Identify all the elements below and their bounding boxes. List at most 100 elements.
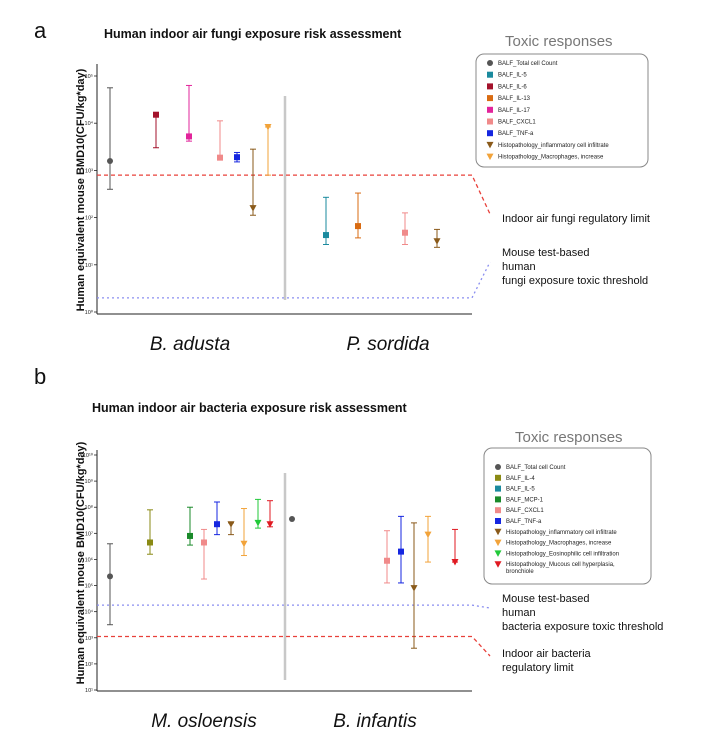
legend-marker (486, 153, 494, 161)
data-point (153, 111, 159, 149)
legend-label: Histopathology_Eosinophilic cell infiltr… (506, 551, 619, 557)
legend-label: BALF_CXCL1 (498, 120, 536, 126)
marker (107, 157, 113, 164)
panel-letter-b: b (34, 364, 46, 389)
legend-marker (495, 496, 501, 503)
marker (249, 205, 257, 212)
marker (201, 539, 207, 546)
y-tick-label: 10¹⁰ (83, 452, 94, 459)
marker (186, 133, 192, 140)
data-point (107, 87, 113, 190)
panel-a-ylabel: Human equivalent mouse BMD10(CFU/kg*day) (75, 68, 87, 311)
legend-label: BALF_IL-6 (498, 84, 527, 90)
data-point (289, 515, 295, 522)
reference-annotation: Mouse test-based human fungi exposure toxi… (502, 247, 648, 287)
y-tick-label: 10⁵ (85, 583, 93, 590)
panel-letter-a: a (34, 18, 47, 43)
marker (266, 521, 274, 528)
panel-a-legend-title: Toxic responses (505, 33, 613, 50)
reference-annotation: Indoor air fungi regulatory limit (502, 213, 650, 225)
data-point (266, 500, 274, 528)
panel-a: Human indoor air fungi exposure risk ass… (75, 27, 650, 355)
data-point (249, 148, 257, 216)
legend-marker (494, 528, 502, 536)
data-point (234, 151, 240, 163)
panel-b-legend-title: Toxic responses (515, 429, 623, 446)
legend-marker (487, 71, 493, 78)
marker (214, 521, 220, 528)
marker (398, 548, 404, 555)
y-tick-label: 10⁴ (85, 609, 94, 616)
data-point (227, 521, 235, 536)
y-tick-label: 10⁵ (85, 73, 93, 80)
marker (227, 521, 235, 528)
marker (355, 223, 361, 230)
data-point (402, 212, 408, 246)
legend-marker (487, 95, 493, 102)
legend-marker (495, 518, 501, 524)
data-point (201, 528, 207, 580)
marker (402, 229, 408, 236)
panel-a-category-1: B. adusta (150, 334, 230, 355)
legend-marker (495, 464, 501, 470)
y-tick-label: 10⁷ (85, 530, 93, 537)
panel-b-legend-box (483, 447, 652, 585)
data-point (410, 522, 418, 649)
legend-label: bronchiole (506, 569, 534, 575)
marker (240, 540, 248, 548)
legend-label: Histopathology_inflammatory cell infiltr… (506, 530, 617, 536)
legend-label: BALF_Total cell Count (506, 465, 566, 471)
data-point (398, 515, 404, 584)
reference-line (97, 604, 491, 609)
panel-b: Human indoor air bacteria exposure risk … (75, 401, 663, 732)
legend-label: BALF_IL-5 (498, 73, 527, 79)
marker (254, 519, 262, 527)
legend-marker (494, 561, 502, 568)
panel-b-ylabel: Human equivalent mouse BMD10(CFU/kg*day) (75, 441, 87, 684)
panel-a-legend-box (475, 53, 649, 168)
data-point (323, 196, 329, 246)
marker (234, 154, 240, 161)
y-tick-label: 10¹ (85, 688, 93, 694)
marker (289, 515, 295, 522)
marker (187, 532, 193, 539)
reference-line (97, 174, 491, 215)
legend-marker (495, 485, 501, 492)
data-point (186, 84, 192, 142)
legend-label: Histopathology_inflammatory cell infiltr… (498, 143, 609, 149)
marker (451, 559, 459, 566)
panel-b-category-2: B. infantis (333, 711, 417, 732)
data-point (254, 498, 262, 529)
legend-label: BALF_IL-17 (498, 108, 531, 114)
legend-label: Histopathology_Macrophages, increase (506, 541, 612, 547)
y-tick-label: 10⁰ (85, 309, 94, 316)
data-point (424, 515, 432, 563)
data-point (147, 509, 153, 555)
marker (433, 238, 441, 245)
legend-label: BALF_Total cell Count (498, 61, 558, 67)
legend-label: BALF_MCP-1 (506, 497, 544, 503)
legend-label: BALF_IL-13 (498, 96, 531, 102)
legend-marker (487, 106, 493, 113)
panel-b-title: Human indoor air bacteria exposure risk … (92, 401, 408, 415)
panel-b-category-1: M. osloensis (151, 711, 257, 732)
legend-label: BALF_TNF-a (498, 131, 534, 137)
y-tick-label: 10⁶ (85, 556, 93, 563)
y-tick-label: 10¹ (85, 263, 93, 269)
marker (384, 557, 390, 564)
marker (147, 539, 153, 546)
reference-line (97, 635, 491, 657)
marker (153, 111, 159, 118)
legend-marker (494, 550, 502, 557)
data-point (355, 192, 361, 239)
panel-a-title: Human indoor air fungi exposure risk ass… (104, 27, 402, 41)
data-point (264, 123, 272, 176)
reference-line (97, 261, 491, 299)
y-tick-label: 10⁸ (85, 504, 93, 511)
y-tick-label: 10² (85, 216, 93, 222)
marker (264, 123, 272, 131)
panel-a-category-2: P. sordida (346, 334, 429, 355)
legend-label: Histopathology_Macrophages, increase (498, 155, 604, 161)
legend-label: Histopathology_Mucous cell hyperplasia, (506, 562, 615, 568)
